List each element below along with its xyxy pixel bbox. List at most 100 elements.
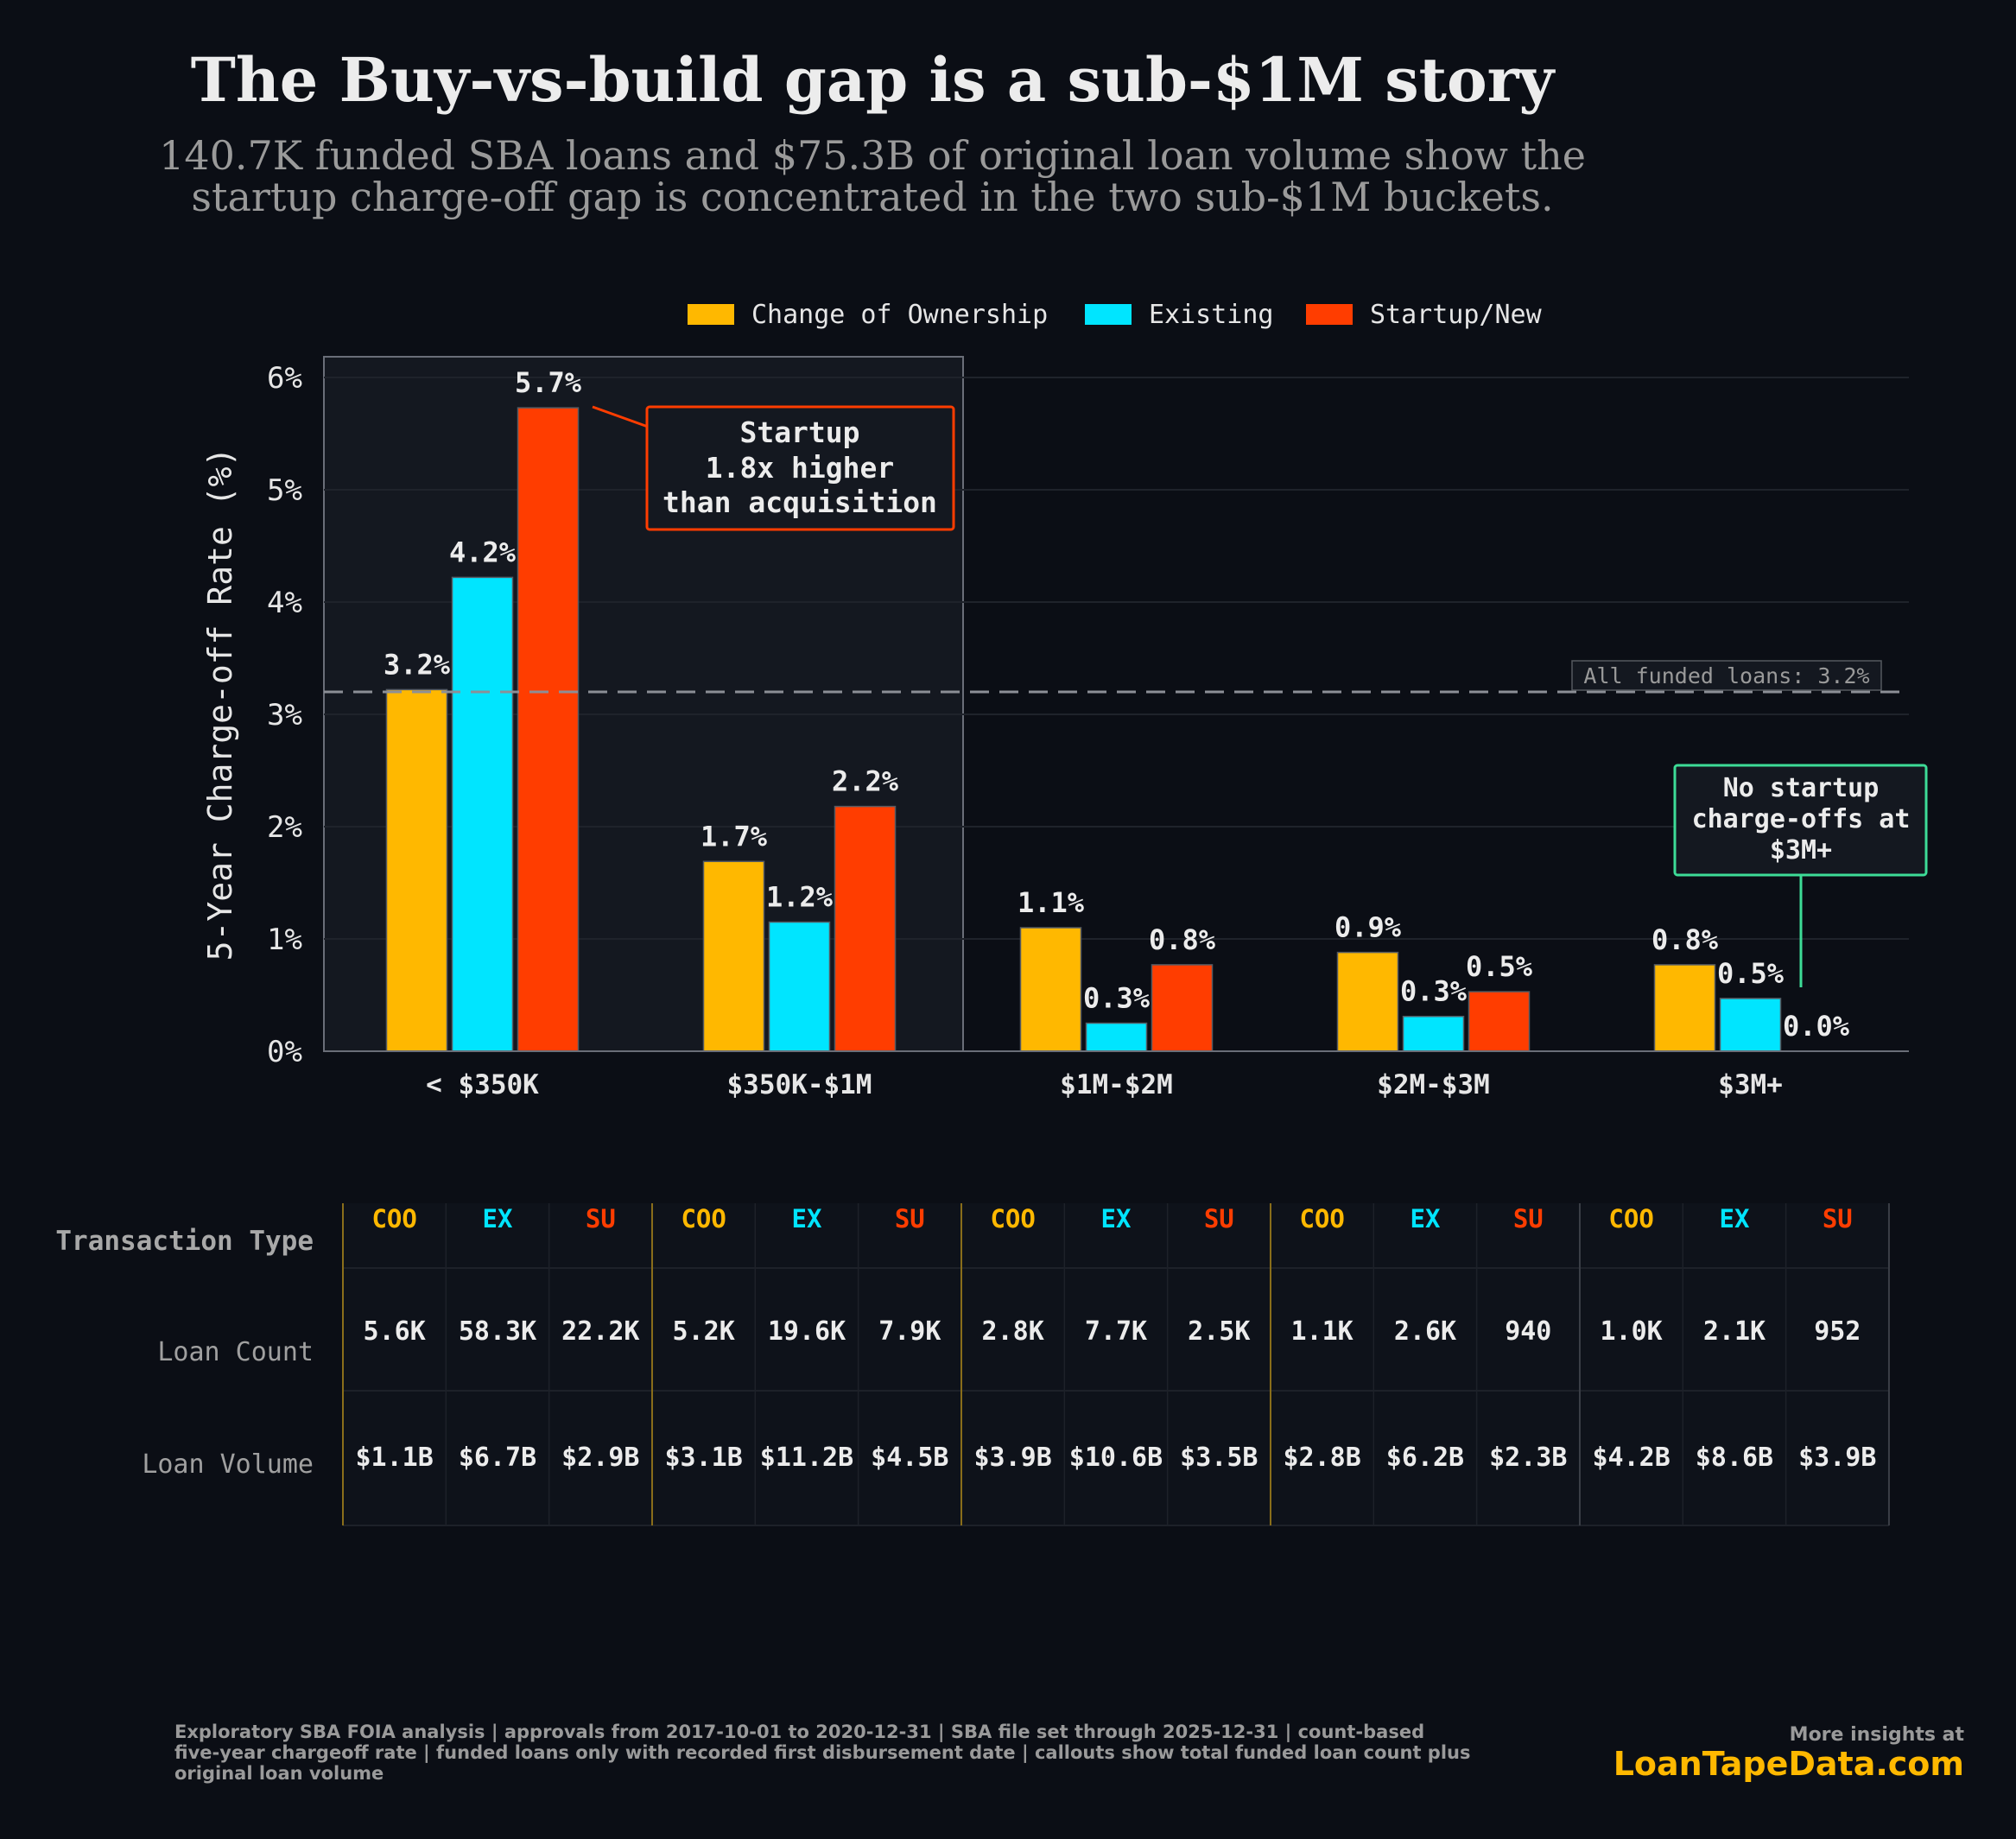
table-cell-volume: $3.1B bbox=[664, 1443, 742, 1473]
annotation-nostartup-line2: charge-offs at bbox=[1692, 804, 1911, 834]
table-type-code: SU bbox=[586, 1204, 616, 1233]
table-cell-count: 2.5K bbox=[1188, 1316, 1250, 1347]
bar-value-label: 0.8% bbox=[1149, 923, 1216, 956]
bar-value-label: 3.2% bbox=[384, 648, 451, 681]
annotation-nostartup-line1: No startup bbox=[1723, 773, 1880, 803]
table-type-code: EX bbox=[792, 1204, 822, 1233]
table-type-code: EX bbox=[1411, 1204, 1441, 1233]
x-tick-label: < $350K bbox=[426, 1069, 539, 1100]
table-cell-count: 1.0K bbox=[1601, 1316, 1663, 1347]
bar-coo bbox=[1336, 951, 1399, 1052]
table-cell-volume: $3.9B bbox=[973, 1443, 1051, 1473]
table-cell-volume: $3.5B bbox=[1180, 1443, 1258, 1473]
y-tick-label: 5% bbox=[267, 473, 302, 508]
table-cell-volume: $3.9B bbox=[1798, 1443, 1876, 1473]
annotation-nostartup-box bbox=[1673, 764, 1928, 877]
table-cell-volume: $4.2B bbox=[1592, 1443, 1670, 1473]
x-tick-label: $3M+ bbox=[1718, 1069, 1783, 1100]
bar-coo bbox=[702, 860, 765, 1052]
bar-value-label: 1.2% bbox=[766, 881, 834, 914]
table-cell-count: 952 bbox=[1814, 1316, 1861, 1347]
table-cell-volume: $2.9B bbox=[561, 1443, 639, 1473]
table-type-code: SU bbox=[1513, 1204, 1544, 1233]
y-tick-label: 2% bbox=[267, 810, 302, 845]
table-header-label: Transaction Type bbox=[55, 1226, 314, 1257]
x-tick-label: $2M-$3M bbox=[1377, 1069, 1490, 1100]
bar-value-label: 2.2% bbox=[832, 765, 899, 798]
y-tick-label: 6% bbox=[267, 361, 302, 396]
y-tick-label: 1% bbox=[267, 923, 302, 957]
table-cell-count: 2.1K bbox=[1703, 1316, 1766, 1347]
bar-value-label: 5.7% bbox=[515, 366, 582, 399]
table-cell-volume: $2.3B bbox=[1489, 1443, 1567, 1473]
table-cell-count: 58.3K bbox=[459, 1316, 536, 1347]
bar-ex bbox=[1719, 998, 1782, 1052]
table-type-code: COO bbox=[990, 1204, 1035, 1233]
bar-value-label: 0.5% bbox=[1466, 950, 1533, 983]
bar-coo bbox=[1653, 964, 1716, 1052]
table-type-code: EX bbox=[1101, 1204, 1132, 1233]
legend-swatch-ex bbox=[1085, 304, 1132, 325]
bar-su bbox=[1151, 964, 1214, 1052]
bar-ex bbox=[451, 576, 514, 1052]
table-cell-volume: $1.1B bbox=[356, 1443, 434, 1473]
table-cell-volume: $6.7B bbox=[459, 1443, 536, 1473]
table-type-code: EX bbox=[1719, 1204, 1749, 1233]
footer-brand[interactable]: LoanTapeData.com bbox=[1613, 1745, 1964, 1783]
legend-swatch-su bbox=[1306, 304, 1353, 325]
footer-more-label: More insights at bbox=[1790, 1724, 1965, 1746]
bar-labels: 3.2% 4.2% 5.7% 1.7% 1.2% 2.2% 1.1% 0.3% 0.8% 0.9%… bbox=[384, 366, 1850, 1043]
x-axis-ticks: < $350K $350K-$1M $1M-$2M $2M-$3M $3M+ bbox=[426, 1069, 1783, 1100]
table-row-label-volume: Loan Volume bbox=[142, 1449, 314, 1480]
footer-note-line2: five-year chargeoff rate | funded loans … bbox=[174, 1742, 1471, 1764]
y-tick-label: 3% bbox=[267, 698, 302, 732]
reference-label-box bbox=[1571, 660, 1882, 691]
table-type-code: SU bbox=[1204, 1204, 1234, 1233]
reference-label: All funded loans: 3.2% bbox=[1583, 663, 1869, 688]
annotation-startup-box bbox=[645, 405, 955, 531]
data-table: COO 5.6K $1.1B EX 58.3K $6.7B SU 22.2K $2.9B COO 5… bbox=[342, 1203, 1890, 1526]
table-type-code: EX bbox=[483, 1204, 513, 1233]
table-cell-volume: $8.6B bbox=[1696, 1443, 1773, 1473]
table-type-code: SU bbox=[895, 1204, 925, 1233]
footer-note-line1: Exploratory SBA FOIA analysis | approval… bbox=[174, 1722, 1424, 1743]
footer-note-line3: original loan volume bbox=[174, 1763, 384, 1784]
chart-subtitle-line1: 140.7K funded SBA loans and $75.3B of or… bbox=[159, 132, 1586, 179]
bar-value-label: 0.8% bbox=[1651, 923, 1719, 956]
bar-ex bbox=[1402, 1015, 1465, 1052]
bar-value-label: 0.3% bbox=[1400, 975, 1468, 1008]
table-cell-count: 22.2K bbox=[561, 1316, 639, 1347]
table-background bbox=[343, 1203, 1889, 1525]
annotation-startup-line2: 1.8x higher bbox=[706, 451, 895, 485]
bar-coo bbox=[1019, 927, 1082, 1052]
bars bbox=[385, 407, 1782, 1052]
legend: Change of Ownership Existing Startup/New bbox=[688, 300, 1543, 330]
bar-value-label: 1.7% bbox=[701, 820, 768, 853]
bar-value-label: 0.0% bbox=[1783, 1010, 1850, 1043]
table-cell-volume: $4.5B bbox=[871, 1443, 948, 1473]
table-type-code: SU bbox=[1823, 1204, 1853, 1233]
bar-su bbox=[517, 407, 580, 1052]
bar-value-label: 0.5% bbox=[1717, 957, 1785, 990]
table-cell-count: 7.7K bbox=[1085, 1316, 1147, 1347]
legend-label-ex: Existing bbox=[1149, 300, 1274, 330]
table-cell-volume: $2.8B bbox=[1283, 1443, 1360, 1473]
bar-ex bbox=[768, 921, 831, 1052]
table-row-label-count: Loan Count bbox=[157, 1337, 314, 1367]
table-type-code: COO bbox=[1608, 1204, 1653, 1233]
bar-value-label: 1.1% bbox=[1018, 886, 1085, 919]
x-tick-label: $350K-$1M bbox=[727, 1069, 872, 1100]
table-cell-volume: $11.2B bbox=[760, 1443, 853, 1473]
chart-subtitle-line2: startup charge-off gap is concentrated i… bbox=[191, 174, 1553, 220]
y-axis-label: 5-Year Charge-off Rate (%) bbox=[201, 447, 239, 961]
table-cell-count: 2.8K bbox=[982, 1316, 1044, 1347]
y-tick-label: 0% bbox=[267, 1035, 302, 1069]
bar-coo bbox=[385, 688, 448, 1052]
legend-swatch-coo bbox=[688, 304, 734, 325]
y-axis-ticks: 0% 1% 2% 3% 4% 5% 6% bbox=[267, 361, 302, 1069]
y-tick-label: 4% bbox=[267, 586, 302, 620]
table-cell-count: 2.6K bbox=[1394, 1316, 1456, 1347]
table-cell-count: 5.6K bbox=[364, 1316, 426, 1347]
